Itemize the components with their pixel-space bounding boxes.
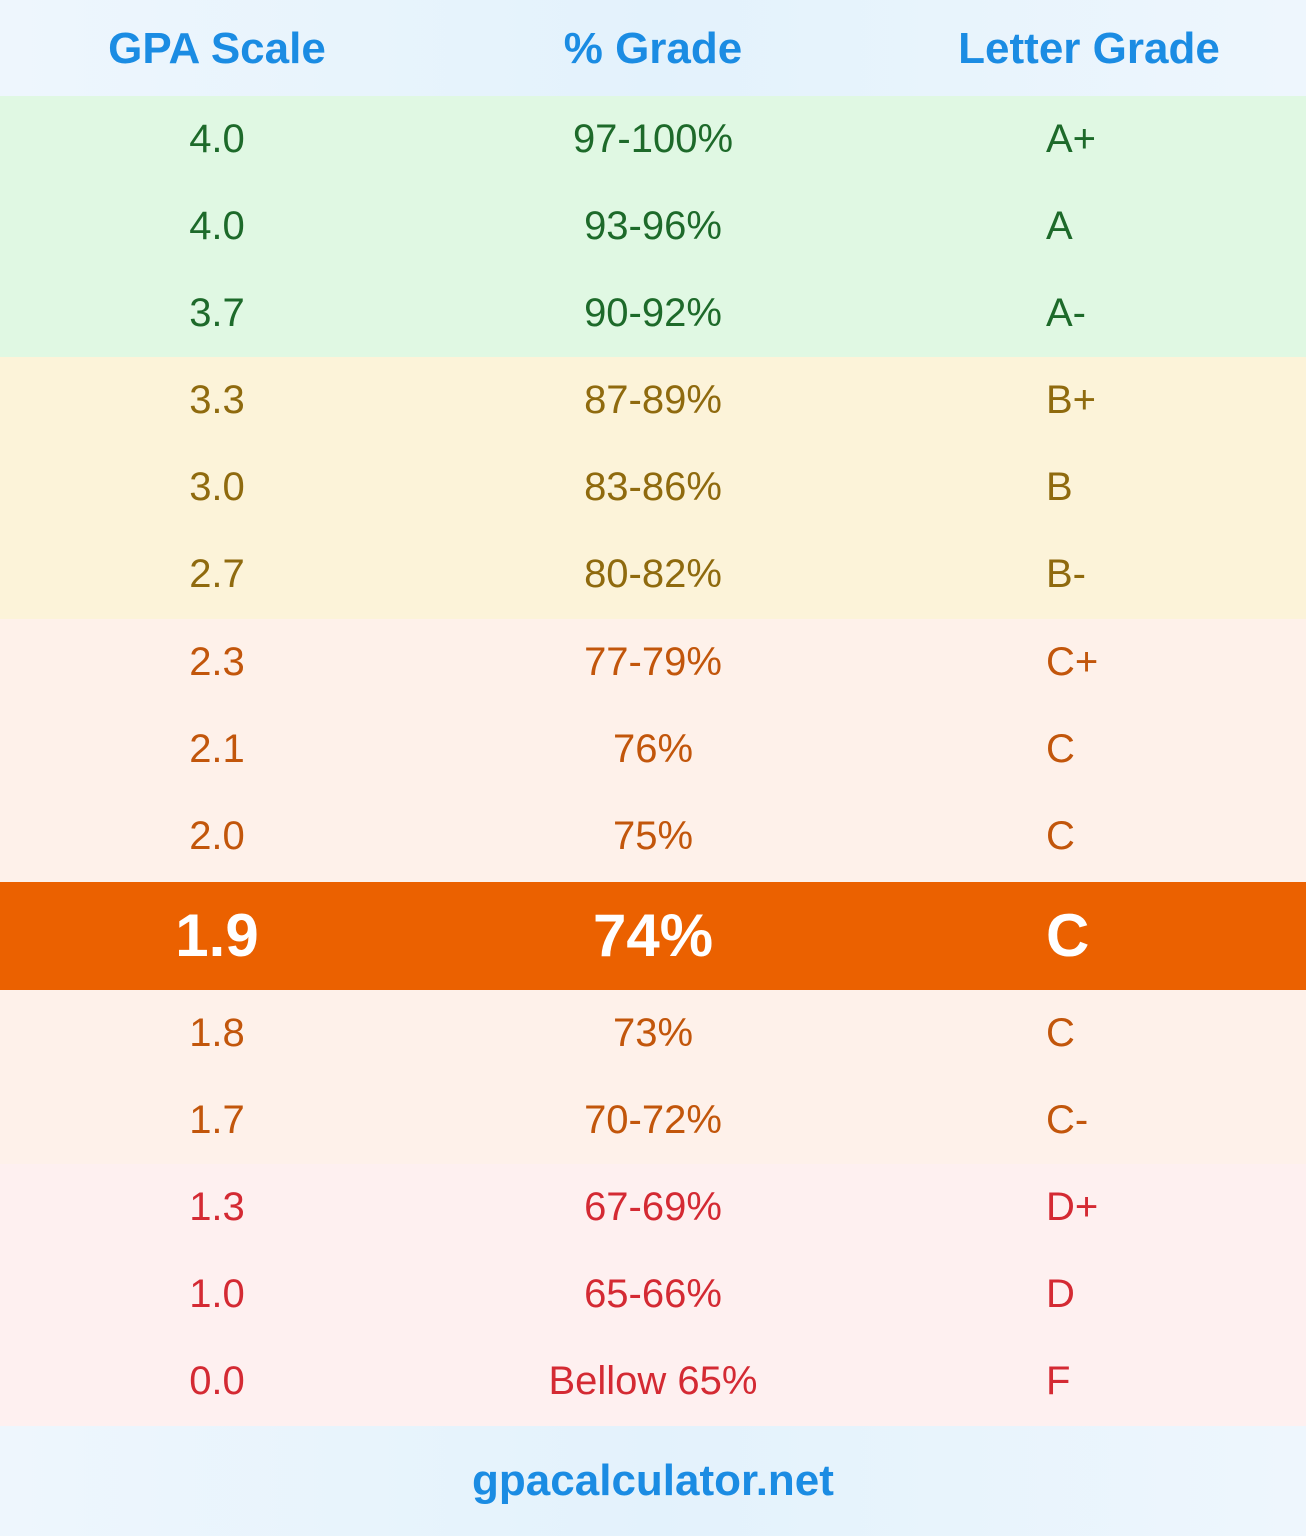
letter-cell: B+	[1046, 378, 1097, 422]
letter-cell: A+	[1046, 117, 1097, 161]
percent-cell: 65-66%	[584, 1272, 722, 1316]
percent-cell: Bellow 65%	[548, 1359, 758, 1403]
letter-cell: C	[1046, 1011, 1075, 1055]
band-d-f-range: 1.3 67-69% D+ 1.0 65-66% D 0.0 Bellow 65…	[0, 1164, 1306, 1426]
gpa-cell: 2.3	[189, 640, 245, 684]
table-row: 1.8 73% C	[0, 990, 1306, 1077]
table-row: 0.0 Bellow 65% F	[0, 1338, 1306, 1425]
gpa-cell: 1.7	[189, 1098, 245, 1142]
percent-cell: 80-82%	[584, 552, 722, 596]
site-name: gpacalculator.net	[472, 1456, 834, 1505]
letter-cell: B-	[1046, 552, 1086, 596]
letter-cell: A	[1046, 204, 1073, 248]
table-row: 2.3 77-79% C+	[0, 619, 1306, 706]
table-row: 3.7 90-92% A-	[0, 270, 1306, 357]
highlighted-row: 1.9 74% C	[0, 882, 1306, 990]
percent-cell: 97-100%	[572, 117, 734, 161]
gpa-cell: 1.3	[189, 1185, 245, 1229]
letter-cell: B	[1046, 465, 1073, 509]
table-row: 4.0 97-100% A+	[0, 96, 1306, 183]
table-row: 1.3 67-69% D+	[0, 1164, 1306, 1251]
band-c-range-lower: 1.8 73% C 1.7 70-72% C-	[0, 990, 1306, 1164]
letter-cell: C	[1046, 727, 1075, 771]
band-c-range-upper: 2.3 77-79% C+ 2.1 76% C 2.0 75% C	[0, 619, 1306, 882]
letter-cell: A-	[1046, 291, 1086, 335]
letter-cell: D	[1046, 1272, 1075, 1316]
gpa-cell: 2.7	[189, 552, 245, 596]
gpa-cell: 4.0	[189, 117, 245, 161]
table-row: 2.1 76% C	[0, 706, 1306, 793]
percent-cell: 87-89%	[584, 378, 722, 422]
percent-cell: 93-96%	[584, 204, 722, 248]
percent-cell: 76%	[612, 727, 694, 771]
gpa-cell: 0.0	[189, 1359, 245, 1403]
highlighted-percent: 74%	[592, 902, 714, 969]
gpa-cell: 3.3	[189, 378, 245, 422]
gpa-cell: 4.0	[189, 204, 245, 248]
percent-cell: 90-92%	[584, 291, 722, 335]
percent-cell: 83-86%	[584, 465, 722, 509]
percent-cell: 77-79%	[584, 640, 722, 684]
table-row: 1.0 65-66% D	[0, 1251, 1306, 1338]
letter-cell: F	[1046, 1359, 1071, 1403]
table-row: 3.3 87-89% B+	[0, 357, 1306, 444]
gpa-cell: 3.0	[189, 465, 245, 509]
percent-cell: 73%	[612, 1011, 694, 1055]
gpa-cell: 1.8	[189, 1011, 245, 1055]
header-percent-grade: % Grade	[563, 24, 743, 73]
highlighted-gpa: 1.9	[175, 902, 259, 969]
letter-cell: C	[1046, 814, 1075, 858]
letter-cell: D+	[1046, 1185, 1099, 1229]
footer: gpacalculator.net	[0, 1426, 1306, 1536]
letter-cell: C-	[1046, 1098, 1089, 1142]
table-row: 1.7 70-72% C-	[0, 1077, 1306, 1164]
gpa-cell: 2.1	[189, 727, 245, 771]
gpa-cell: 1.0	[189, 1272, 245, 1316]
gpa-cell: 3.7	[189, 291, 245, 335]
table-row: 4.0 93-96% A	[0, 183, 1306, 270]
table-row: 2.0 75% C	[0, 793, 1306, 880]
band-b-range: 3.3 87-89% B+ 3.0 83-86% B 2.7 80-82% B-	[0, 357, 1306, 619]
table-row: 2.7 80-82% B-	[0, 531, 1306, 618]
percent-cell: 67-69%	[584, 1185, 722, 1229]
header-gpa-scale: GPA Scale	[108, 24, 326, 73]
header-letter-grade: Letter Grade	[958, 24, 1220, 73]
gpa-cell: 2.0	[189, 814, 245, 858]
percent-cell: 75%	[612, 814, 694, 858]
highlighted-letter: C	[1046, 902, 1090, 969]
table-row: 3.0 83-86% B	[0, 444, 1306, 531]
letter-cell: C+	[1046, 640, 1099, 684]
table-header: GPA Scale % Grade Letter Grade	[0, 0, 1306, 96]
percent-cell: 70-72%	[584, 1098, 722, 1142]
band-a-range: 4.0 97-100% A+ 4.0 93-96% A 3.7 90-92% A…	[0, 96, 1306, 357]
